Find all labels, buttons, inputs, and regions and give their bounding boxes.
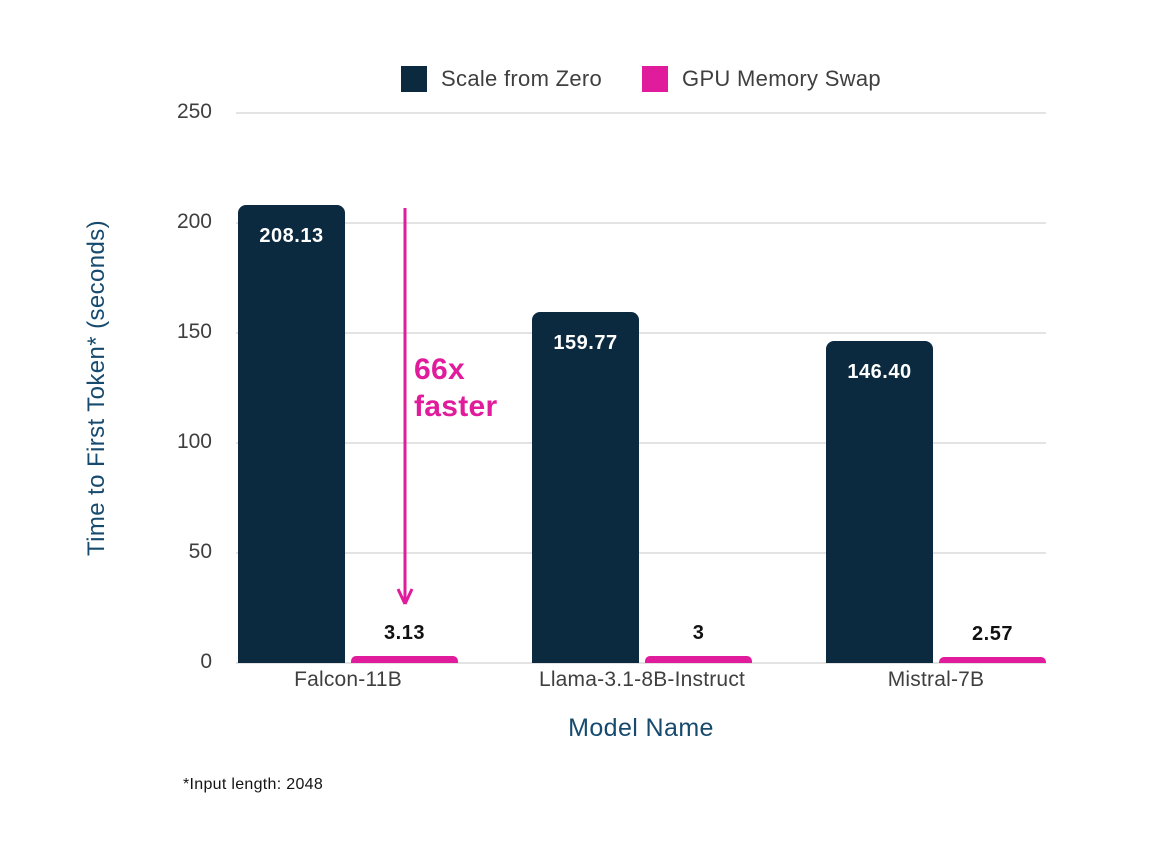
annotation-line1: 66x: [414, 353, 465, 386]
bar-gpu-memory-swap-llama-3-1-8b-instruct: [645, 656, 752, 663]
legend-swatch-navy: [401, 66, 428, 92]
legend-label-scale-from-zero: Scale from Zero: [441, 66, 603, 91]
y-tick-label-50: 50: [188, 540, 212, 563]
y-tick-label-0: 0: [200, 650, 212, 673]
gridline-0: [236, 662, 1046, 664]
bar-value-gpu-memory-swap-mistral-7b: 2.57: [972, 623, 1013, 645]
x-tick-label-mistral-7b: Mistral-7B: [887, 668, 985, 691]
bar-gpu-memory-swap-falcon-11b: [351, 656, 458, 663]
gridline-150: [236, 332, 1046, 334]
y-axis-title: Time to First Token* (seconds): [83, 219, 110, 557]
annotation-line2: faster: [414, 390, 498, 423]
legend-swatch-pink: [642, 66, 669, 92]
y-tick-label-250: 250: [176, 100, 212, 123]
annotation-arrow-down-icon: [396, 208, 414, 605]
gridline-100: [236, 442, 1046, 444]
y-tick-label-100: 100: [176, 430, 212, 453]
gridline-50: [236, 552, 1046, 554]
bar-value-scale-from-zero-falcon-11b: 208.13: [259, 225, 324, 247]
bar-value-gpu-memory-swap-llama-3-1-8b-instruct: 3: [692, 622, 705, 644]
x-tick-label-falcon-11b: Falcon-11B: [294, 668, 402, 691]
gridline-200: [236, 222, 1046, 224]
legend-item-scale-from-zero: Scale from Zero: [401, 66, 602, 92]
annotation-66x-faster: 66x faster: [414, 351, 498, 425]
x-tick-label-llama-3-1-8b-instruct: Llama-3.1-8B-Instruct: [538, 668, 746, 691]
x-axis-title: Model Name: [568, 714, 714, 742]
bar-value-scale-from-zero-mistral-7b: 146.40: [847, 361, 912, 383]
gridline-250: [236, 112, 1046, 114]
y-tick-label-150: 150: [176, 320, 212, 343]
bar-scale-from-zero-llama-3-1-8b-instruct: [532, 312, 639, 663]
footnote: *Input length: 2048: [183, 776, 324, 793]
bar-scale-from-zero-mistral-7b: [826, 341, 933, 663]
bar-scale-from-zero-falcon-11b: [238, 205, 345, 663]
legend-item-gpu-memory-swap: GPU Memory Swap: [642, 66, 881, 92]
legend-label-gpu-memory-swap: GPU Memory Swap: [682, 66, 881, 91]
bar-gpu-memory-swap-mistral-7b: [939, 657, 1046, 663]
legend: Scale from Zero GPU Memory Swap: [236, 64, 1046, 94]
bar-value-scale-from-zero-llama-3-1-8b-instruct: 159.77: [553, 332, 618, 354]
y-tick-label-200: 200: [176, 210, 212, 233]
bar-value-gpu-memory-swap-falcon-11b: 3.13: [384, 622, 425, 644]
